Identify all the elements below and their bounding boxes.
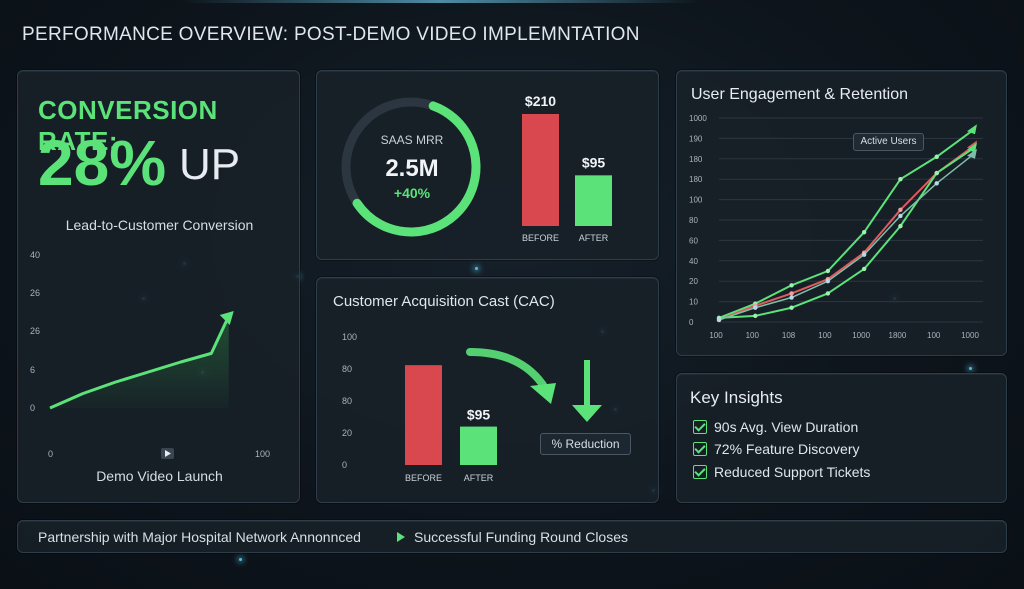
insight-text: Reduced Support Tickets [714,464,871,480]
checkbox-icon [693,465,707,479]
y-tick-label: 6 [30,365,35,375]
footer-ticker [17,520,1007,553]
conversion-chart-title: Lead-to-Customer Conversion [65,217,254,233]
footer-item-funding: Successful Funding Round Closes [414,529,629,545]
x-tick-label: 0 [48,449,53,459]
insight-item: Reduced Support Tickets [693,464,870,480]
insight-item: 90s Avg. View Duration [693,419,858,435]
reduction-badge: % Reduction [540,433,631,455]
mrr-change: +40% [393,185,431,201]
conversion-x-label: Demo Video Launch [96,468,223,484]
cac-panel [316,277,659,503]
conversion-value: 28% [38,127,167,199]
mrr-label: SAAS MRR [380,133,444,147]
top-glow [180,0,700,3]
y-tick-label: 26 [30,288,40,298]
y-tick-label: 0 [30,403,35,413]
star-dot [969,367,972,370]
conversion-panel: CONVERSION RATE: 28% UP Lead-to-Customer… [17,70,300,503]
insight-text: 72% Feature Discovery [714,441,860,457]
conversion-label: CONVERSION RATE: [38,95,218,156]
arrowhead-icon [219,311,234,325]
insight-item: 72% Feature Discovery [693,441,860,457]
star-dot [475,267,478,270]
cac-title: Customer Acquisition Cast (CAC) [333,293,555,310]
engagement-title: User Engagement & Retention [691,86,909,103]
insights-panel [676,373,1007,503]
mrr-value: 2.5M [385,155,439,182]
conversion-chart: 0 6 26 26 40 0 100 [30,250,270,459]
footer-item-partnership: Partnership with Major Hospital Network … [38,529,361,545]
y-tick-label: 40 [30,250,40,260]
checkbox-icon [693,420,707,434]
play-icon [165,450,171,457]
page-title: PERFORMANCE OVERVIEW: POST-DEMO VIDEO IM… [22,24,640,45]
active-users-badge: Active Users [853,133,924,151]
mrr-panel [316,70,659,260]
x-tick-label: 100 [255,449,270,459]
insight-text: 90s Avg. View Duration [714,419,859,435]
area-fill [50,316,229,408]
checkbox-icon [693,442,707,456]
insights-title: Key Insights [690,388,783,407]
series-line [49,315,231,410]
conversion-direction: UP [179,140,241,189]
engagement-panel [676,70,1007,356]
play-arrow-icon [397,532,405,542]
y-tick-label: 26 [30,326,40,336]
star-dot [239,558,242,561]
